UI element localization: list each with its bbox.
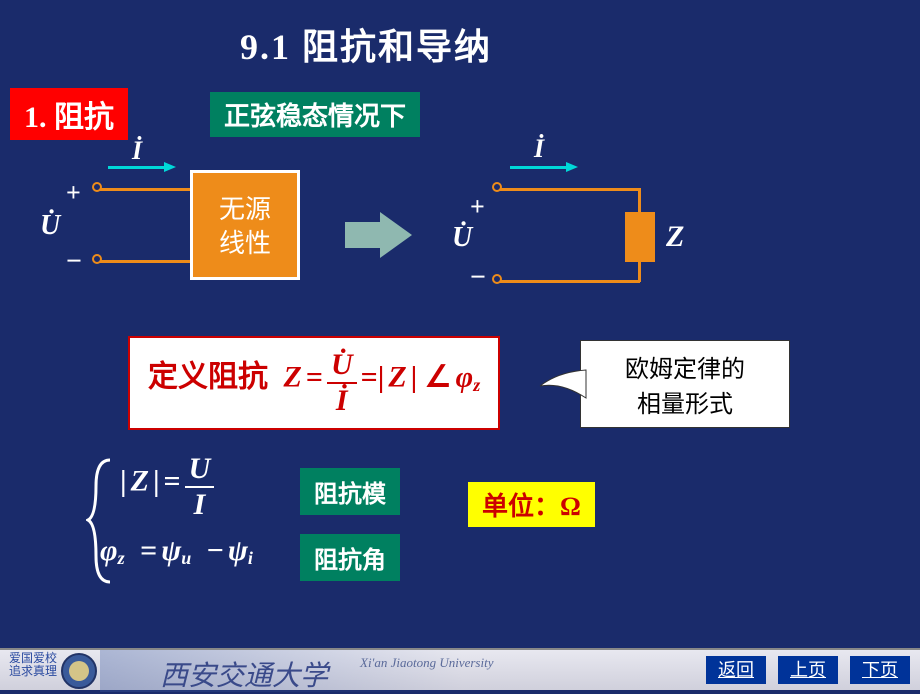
nav-back-button[interactable]: 返回 [706, 656, 766, 684]
label-magnitude: 阻抗模 [300, 468, 400, 515]
passive-linear-box: 无源 线性 [190, 170, 300, 280]
def-Zabs: Z [388, 361, 406, 394]
terminal2-bottom [492, 274, 502, 284]
z-label: Z [666, 220, 684, 254]
mag-eq: = [164, 465, 181, 498]
ang-psii: ψ [228, 534, 248, 567]
wire-top [100, 188, 190, 191]
u-label-2: U̇ [452, 222, 472, 254]
wire2-top [500, 188, 640, 191]
z-element [625, 212, 655, 262]
ang-usub: u [181, 548, 191, 568]
terminal-top [92, 182, 102, 192]
ang-minus: − [207, 534, 224, 567]
callout-tail-icon [538, 368, 588, 402]
current-arrow-shaft [108, 166, 164, 169]
u-label-1: U̇ [40, 210, 60, 242]
mag-Z: Z [131, 465, 149, 498]
i-label-1: İ [132, 136, 142, 166]
circuit-right: İ + U̇ − Z [450, 150, 730, 310]
def-phi: φ [456, 361, 474, 394]
def-den: İ [327, 384, 357, 418]
minus-2: − [470, 262, 486, 294]
box-line2: 线性 [193, 227, 297, 261]
ang-isub: i [248, 548, 253, 568]
ang-psiu: ψ [161, 534, 181, 567]
mag-num: U [185, 452, 215, 488]
definition-formula: 定义阻抗 Z = U̇ İ =| Z | ∠ φz [128, 336, 500, 430]
i-label-2: İ [534, 134, 544, 164]
unit-box: 单位：Ω [468, 482, 595, 527]
ang-eq: = [140, 534, 157, 567]
def-frac: U̇ İ [327, 348, 357, 418]
university-name-en: Xi'an Jiaotong University [360, 656, 500, 670]
motto-text: 爱国爱校 追求真理 [6, 652, 60, 678]
label-angle: 阻抗角 [300, 534, 400, 581]
ang-zsub: z [118, 548, 125, 568]
eq-angle: φz = ψu − ψi [100, 534, 253, 569]
wire-bottom [100, 260, 190, 263]
def-num: U̇ [327, 348, 357, 384]
terminal-bottom [92, 254, 102, 264]
section-num: 1. [24, 101, 47, 134]
nav-next-button[interactable]: 下页 [850, 656, 910, 684]
box-line1: 无源 [193, 193, 297, 227]
circuit-left: 无源 线性 İ + U̇ − [40, 150, 320, 300]
def-Z: Z [284, 361, 302, 394]
mag-bar1: | [120, 465, 127, 498]
current2-arrow-shaft [510, 166, 566, 169]
def-eq2: =| [361, 361, 385, 394]
condition-box: 正弦稳态情况下 [210, 92, 420, 137]
def-prefix: 定义阻抗 [148, 361, 268, 394]
ang-phi: φ [100, 534, 118, 567]
university-logo-icon [60, 652, 98, 690]
section-name: 阻抗 [54, 101, 114, 134]
wire2-bottom [500, 280, 640, 283]
def-eq1: = [306, 361, 323, 394]
mag-den: I [185, 488, 215, 522]
page-title: 9.1 阻抗和导纳 [240, 18, 492, 70]
callout-l2: 相量形式 [599, 384, 771, 419]
callout-l1: 欧姆定律的 [599, 349, 771, 384]
minus-1: − [66, 246, 82, 278]
def-phi-sub: z [473, 375, 480, 395]
mag-frac: U I [185, 452, 215, 522]
current-arrow-head [164, 162, 176, 172]
callout-box: 欧姆定律的 相量形式 [580, 340, 790, 428]
university-name-cn: 西安交通大学 [160, 654, 328, 694]
plus-2: + [470, 192, 485, 222]
terminal2-top [492, 182, 502, 192]
current2-arrow-head [566, 162, 578, 172]
nav-prev-button[interactable]: 上页 [778, 656, 838, 684]
plus-1: + [66, 178, 81, 208]
implies-arrow-icon [340, 210, 420, 260]
def-ang: | ∠ [411, 361, 452, 394]
mag-bar2: | [153, 465, 160, 498]
section-header: 1. 阻抗 [10, 88, 128, 140]
eq-magnitude: | Z | = U I [120, 452, 214, 522]
